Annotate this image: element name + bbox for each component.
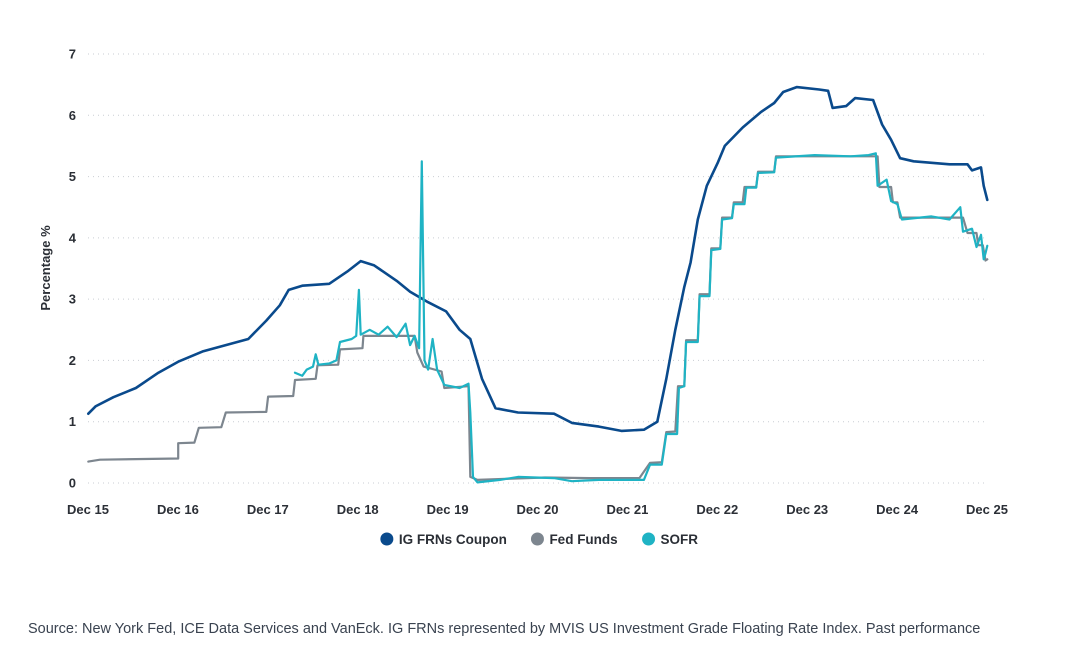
legend-marker bbox=[380, 532, 394, 546]
series-line-fed-funds bbox=[87, 155, 989, 481]
y-tick-label: 0 bbox=[69, 476, 76, 491]
x-tick-label: Dec 15 bbox=[67, 502, 109, 517]
series-line-sofr bbox=[293, 152, 989, 484]
x-tick-label: Dec 19 bbox=[427, 502, 469, 517]
x-tick-label: Dec 21 bbox=[606, 502, 648, 517]
y-tick-label: 7 bbox=[69, 47, 76, 62]
legend-marker bbox=[530, 532, 544, 546]
series-line-ig-frns-coupon bbox=[87, 85, 989, 433]
x-tick-label: Dec 22 bbox=[696, 502, 738, 517]
legend-marker bbox=[642, 532, 656, 546]
x-tick-label: Dec 25 bbox=[966, 502, 1008, 517]
y-axis-ticks: 0 1 2 3 4 5 6 7 bbox=[69, 47, 77, 491]
x-axis-ticks: Dec 15 Dec 16 Dec 17 Dec 18 Dec 19 Dec 20 Dec … bbox=[67, 502, 1008, 517]
y-tick-label: 5 bbox=[69, 169, 76, 184]
y-tick-label: 1 bbox=[69, 414, 76, 429]
legend-label: SOFR bbox=[661, 532, 699, 547]
y-tick-label: 2 bbox=[69, 353, 76, 368]
x-tick-label: Dec 24 bbox=[876, 502, 919, 517]
legend-label: IG FRNs Coupon bbox=[399, 532, 507, 547]
y-tick-label: 4 bbox=[69, 230, 77, 245]
source-note: Source: New York Fed, ICE Data Services … bbox=[28, 621, 981, 637]
legend: IG FRNs Coupon Fed Funds SOFR bbox=[380, 532, 698, 547]
y-axis-label: Percentage % bbox=[38, 225, 53, 311]
series-lines bbox=[87, 85, 989, 484]
x-tick-label: Dec 18 bbox=[337, 502, 379, 517]
legend-label: Fed Funds bbox=[549, 532, 617, 547]
x-tick-label: Dec 16 bbox=[157, 502, 199, 517]
x-tick-label: Dec 20 bbox=[517, 502, 559, 517]
y-tick-label: 3 bbox=[69, 292, 76, 307]
x-tick-label: Dec 17 bbox=[247, 502, 289, 517]
x-tick-label: Dec 23 bbox=[786, 502, 828, 517]
y-tick-label: 6 bbox=[69, 108, 76, 123]
